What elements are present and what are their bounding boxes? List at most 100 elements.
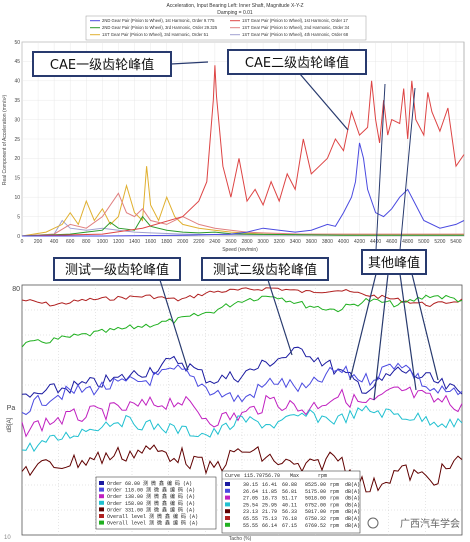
test-readout-swatch: [225, 516, 230, 520]
test-legend-entry: Order 158.00 测 微 鑫 编 码 (A): [107, 500, 195, 507]
cae-series-line: [22, 142, 465, 237]
cae-x-tick-label: 4800: [402, 239, 413, 245]
cae-y-tick-label: 50: [14, 40, 20, 46]
cae-y-tick-label: 20: [14, 156, 20, 162]
cae-x-tick-label: 1000: [97, 239, 108, 245]
test-legend: Order 68.00 测 微 鑫 编 码 (A)Order 118.00 测 …: [99, 480, 198, 527]
test-readout-header: Max: [290, 473, 299, 479]
test-readout-rows: Curve 115.70 756.70 Max rpm 30.15 16.41 60.88 85…: [222, 473, 360, 529]
test-readout-cell: rpm: [330, 516, 339, 522]
test-series-line: [21, 287, 463, 308]
test-readout-cell: 55.55: [243, 523, 258, 529]
cae-x-tick-label: 2000: [177, 239, 188, 245]
test-x-axis-label: Tacho (%): [229, 536, 252, 542]
cae-y-tick-label: 25: [14, 137, 20, 143]
cae-x-tick-label: 5400: [450, 239, 461, 245]
watermark: 广西汽车学会: [400, 517, 460, 530]
test-readout-header: Curve: [225, 473, 240, 479]
test-readout-cell: 76.18: [282, 516, 297, 522]
test-second-pointer: [267, 279, 293, 356]
cae-x-tick-label: 3400: [290, 239, 301, 245]
cae-first-label: CAE一级齿轮峰值: [50, 57, 154, 73]
cae-y-tick-label: 35: [14, 98, 20, 104]
test-readout-cell: dB(A): [345, 502, 360, 508]
test-series-line: [21, 444, 463, 493]
test-readout-cell: 5175.00: [305, 489, 326, 495]
cae-second-pointer: [299, 73, 349, 131]
cae-x-tick-label: 4000: [338, 239, 349, 245]
test-series-line: [21, 405, 463, 453]
cae-x-tick-label: 0: [21, 239, 24, 245]
cae-second-label: CAE二级齿轮峰值: [245, 55, 349, 71]
test-y-top-tick: 80: [12, 286, 20, 293]
test-readout-cell: 56.33: [282, 509, 297, 515]
cae-y-tick-label: 0: [17, 234, 20, 240]
cae-x-tick-label: 1200: [113, 239, 124, 245]
test-readout-cell: 21.79: [262, 509, 277, 515]
corner-mark: 10: [4, 535, 11, 541]
test-readout-cell: 11.85: [262, 489, 277, 495]
test-readout-cell: dB(A): [345, 509, 360, 515]
test-chart: 80 Pa dB[A] Tacho (%) Order 68.00 测 微 鑫 …: [0, 262, 470, 542]
test-readout-cell: 75.13: [262, 516, 277, 522]
cae-x-tick-label: 2600: [225, 239, 236, 245]
cae-series-line: [21, 166, 465, 237]
test-readout-cell: dB(A): [345, 482, 360, 488]
cae-y-tick-label: 15: [14, 176, 20, 182]
test-readout-cell: 25.95: [262, 502, 277, 508]
test-readout-cell: dB(A): [345, 496, 360, 502]
test-series-group: [21, 287, 463, 493]
test-readout-cell: 6750.32: [305, 516, 326, 522]
test-legend-entry: Overall level 测 微 鑫 编 码 (A): [107, 513, 198, 520]
other-peaks-label: 其他峰值: [368, 255, 420, 271]
test-readout-table: [221, 470, 361, 534]
test-readout-cell: 6752.00: [305, 502, 326, 508]
test-readout-cell: dB(A): [345, 516, 360, 522]
test-y-unit: Pa: [7, 405, 16, 412]
test-readout-cell: dB(A): [345, 523, 360, 529]
test-readout-cell: dB(A): [345, 489, 360, 495]
other-peaks-cae-pointer-2: [399, 87, 416, 251]
cae-x-tick-label: 1600: [145, 239, 156, 245]
cae-x-tick-label: 3000: [258, 239, 269, 245]
cae-x-tick-label: 4600: [386, 239, 397, 245]
test-readout-cell: 25.54: [243, 502, 258, 508]
cae-legend-box: [85, 15, 367, 41]
test-readout-cell: rpm: [330, 496, 339, 502]
cae-x-tick-label: 200: [34, 239, 43, 245]
test-series-line: [21, 362, 463, 416]
other-peaks-cae-pointer-1: [375, 83, 386, 251]
test-first-label: 测试一级齿轮峰值: [65, 262, 169, 278]
test-readout-cell: 18.73: [262, 496, 277, 502]
test-readout-header: rpm: [318, 473, 327, 479]
test-readout-cell: 26.64: [243, 489, 258, 495]
test-readout-cell: 27.05: [243, 496, 258, 502]
cae-x-tick-label: 3800: [322, 239, 333, 245]
cae-y-tick-label: 5: [17, 214, 20, 220]
cae-legend-entry: 1ST Gear Pair (Pinion to Wheel), 2nd Har…: [242, 25, 350, 30]
test-readout-cell: 51.17: [282, 496, 297, 502]
cae-y-tick-label: 45: [14, 59, 20, 65]
other-peaks-pointer-2: [373, 273, 389, 401]
test-readout-cell: rpm: [330, 523, 339, 529]
test-readout-cell: 60.88: [282, 482, 297, 488]
test-readout-swatch: [225, 488, 230, 493]
cae-x-tick-label: 4200: [354, 239, 365, 245]
test-readout-cell: 30.15: [243, 482, 258, 488]
cae-second-callout: [227, 49, 367, 75]
other-peaks-pointer-3: [399, 273, 417, 391]
cae-series-line: [21, 219, 465, 237]
test-series-line: [21, 346, 463, 398]
test-first-callout: [53, 257, 181, 281]
cae-y-tick-label: 40: [14, 79, 20, 85]
test-second-label: 测试二级齿轮峰值: [213, 262, 317, 278]
test-legend-entry: Order 138.00 测 微 鑫 编 码 (A): [107, 493, 195, 500]
test-readout-cell: 66.14: [262, 523, 277, 529]
cae-y-axis-label: Real Component of Acceleration (mm/s²): [2, 95, 8, 186]
test-legend-entry: Order 331.00 测 微 鑫 编 码 (A): [107, 506, 195, 513]
test-readout-swatch: [225, 509, 230, 514]
test-readout-cell: rpm: [330, 502, 339, 508]
test-readout-cell: 40.11: [282, 502, 297, 508]
test-legend-swatch: [99, 481, 104, 485]
test-legend-entry: Order 118.00 测 微 鑫 编 码 (A): [107, 487, 195, 494]
